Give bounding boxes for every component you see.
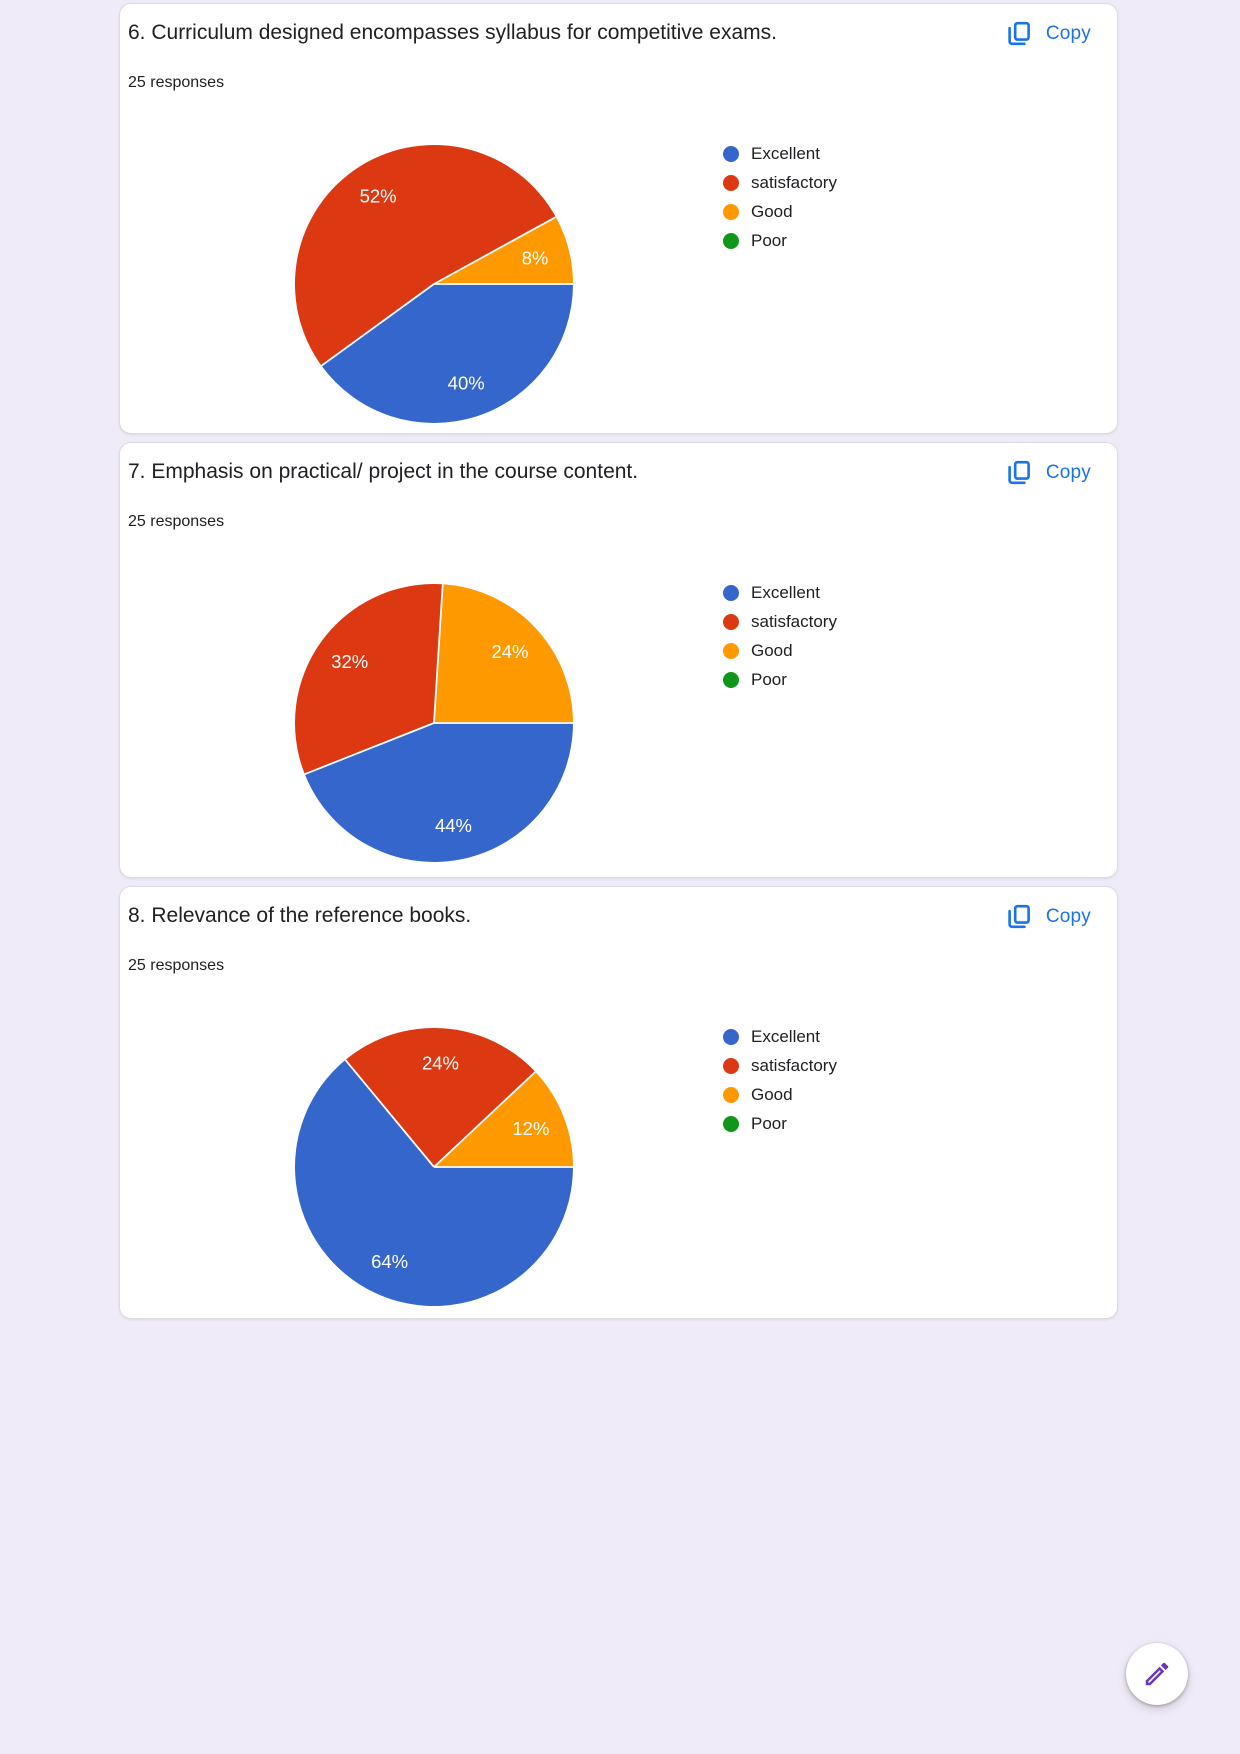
copy-button[interactable]: Copy: [999, 14, 1097, 54]
pie-slice-good: [434, 584, 573, 723]
question-title: 7. Emphasis on practical/ project in the…: [128, 460, 639, 483]
legend-dot: [723, 1057, 739, 1074]
question-card-7: 7. Emphasis on practical/ project in the…: [119, 442, 1118, 878]
pie-slice-label: 24%: [422, 1053, 459, 1074]
question-title: 8. Relevance of the reference books.: [128, 904, 472, 927]
pie-slice-label: 44%: [435, 815, 472, 836]
slice-separator: [321, 283, 435, 367]
question-title: 6. Curriculum designed encompasses sylla…: [128, 21, 777, 44]
legend-dot: [723, 232, 739, 249]
legend-item-good: Good: [723, 197, 837, 226]
pie-slice-label: 8%: [522, 248, 549, 269]
legend-dot: [723, 1115, 739, 1132]
pie-slice-label: 12%: [512, 1118, 549, 1139]
legend-item-excellent: Excellent: [723, 1022, 837, 1051]
legend-label: Excellent: [751, 143, 820, 163]
responses-count: 25 responses: [128, 957, 225, 974]
pie-slice-label: 64%: [371, 1251, 408, 1272]
pie-slice-excellent: [321, 284, 573, 423]
legend-item-satisfactory: satisfactory: [723, 1051, 837, 1080]
pie-slice-label: 52%: [360, 186, 397, 207]
slice-separator: [433, 584, 444, 724]
chart-legend: Excellent satisfactory Good Poor: [723, 578, 837, 694]
responses-count: 25 responses: [128, 513, 225, 530]
copy-icon: [1008, 904, 1030, 929]
slice-separator: [344, 1059, 435, 1168]
legend-label: Poor: [751, 669, 787, 689]
legend-item-good: Good: [723, 1080, 837, 1109]
legend-dot: [723, 174, 739, 191]
pie-slice-satisfactory: [345, 1028, 536, 1167]
legend-label: Good: [751, 1084, 793, 1104]
pencil-icon: [1145, 1662, 1169, 1686]
legend-item-poor: Poor: [723, 226, 837, 255]
legend-label: Poor: [751, 1113, 787, 1133]
legend-item-satisfactory: satisfactory: [723, 168, 837, 197]
question-card-6: 6. Curriculum designed encompasses sylla…: [119, 3, 1118, 434]
pie-slice-satisfactory: [294, 144, 556, 366]
slice-separator: [304, 722, 435, 776]
pie-chart: 40% 52% 8%: [294, 144, 573, 423]
pie-slice-label: 40%: [448, 373, 485, 394]
responses-count: 25 responses: [128, 74, 225, 91]
pie-slice-label: 24%: [491, 641, 528, 662]
copy-label: Copy: [1045, 462, 1091, 483]
legend-item-excellent: Excellent: [723, 578, 837, 607]
legend-label: Poor: [751, 230, 787, 250]
edit-form-fab[interactable]: [1126, 1643, 1188, 1705]
legend-label: Good: [751, 201, 793, 221]
chart-legend: Excellent satisfactory Good Poor: [723, 1022, 837, 1138]
copy-button[interactable]: Copy: [999, 897, 1097, 937]
slice-separator: [433, 1071, 536, 1168]
pie-slice-good: [434, 217, 573, 284]
legend-dot: [723, 584, 739, 601]
legend-dot: [723, 671, 739, 688]
copy-label: Copy: [1045, 23, 1091, 44]
legend-item-satisfactory: satisfactory: [723, 607, 837, 636]
legend-dot: [723, 1028, 739, 1045]
legend-dot: [723, 145, 739, 162]
question-card-8: 8. Relevance of the reference books. Cop…: [119, 886, 1118, 1319]
pie-slice-label: 32%: [331, 651, 368, 672]
legend-label: Excellent: [751, 582, 820, 602]
legend-dot: [723, 1086, 739, 1103]
copy-icon: [1008, 460, 1030, 485]
legend-label: Excellent: [751, 1026, 820, 1046]
pie-slice-good: [434, 1071, 573, 1167]
legend-item-poor: Poor: [723, 665, 837, 694]
legend-item-poor: Poor: [723, 1109, 837, 1138]
copy-button[interactable]: Copy: [999, 453, 1097, 493]
legend-dot: [723, 613, 739, 630]
legend-label: satisfactory: [751, 1055, 837, 1075]
pie-chart: 64% 24% 12%: [294, 1028, 573, 1307]
legend-item-excellent: Excellent: [723, 139, 837, 168]
pie-chart: 44% 32% 24%: [294, 583, 573, 863]
pie-slice-satisfactory: [294, 583, 443, 775]
legend-label: Good: [751, 640, 793, 660]
legend-item-good: Good: [723, 636, 837, 665]
slice-separator: [433, 216, 557, 285]
pie-slice-excellent: [294, 1059, 573, 1307]
chart-legend: Excellent satisfactory Good Poor: [723, 139, 837, 255]
copy-label: Copy: [1045, 906, 1091, 927]
pie-slice-excellent: [304, 723, 573, 863]
legend-dot: [723, 642, 739, 659]
legend-label: satisfactory: [751, 172, 837, 192]
legend-dot: [723, 203, 739, 220]
legend-label: satisfactory: [751, 611, 837, 631]
copy-icon: [1008, 21, 1030, 46]
